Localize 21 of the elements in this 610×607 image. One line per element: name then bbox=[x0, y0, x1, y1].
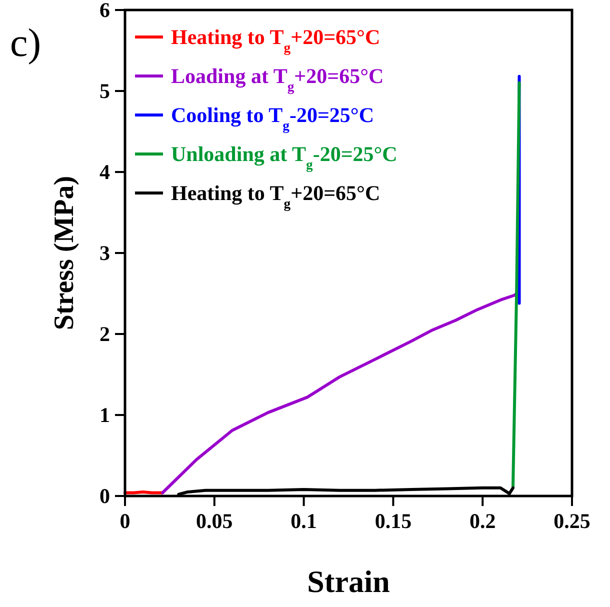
y-tick-label: 6 bbox=[100, 0, 110, 22]
x-tick-label: 0.25 bbox=[554, 509, 590, 533]
y-tick-label: 3 bbox=[100, 241, 110, 265]
y-tick-label: 0 bbox=[100, 484, 110, 508]
legend-label: Heating to T$_{g}$+20=65°C bbox=[171, 181, 380, 212]
x-tick-label: 0.1 bbox=[290, 509, 317, 533]
x-tick-label: 0.15 bbox=[374, 509, 412, 533]
legend-label: Heating to T$_{g}$+20=65°C bbox=[171, 25, 380, 56]
text: c) bbox=[10, 20, 42, 65]
y-tick-label: 5 bbox=[100, 79, 110, 103]
x-tick-label: 0.2 bbox=[469, 509, 496, 533]
x-tick-label: 0.05 bbox=[196, 509, 233, 533]
legend-label: Loading at T$_{g}$+20=65°C bbox=[171, 64, 384, 94]
y-axis-title: Stress (MPa) bbox=[49, 176, 80, 330]
x-tick-label: 0 bbox=[120, 509, 130, 533]
y-tick-label: 4 bbox=[100, 160, 110, 184]
legend-label: Unloading at T$_{g}$-20=25°C bbox=[171, 142, 398, 172]
legend-label: Cooling to T$_{g}$-20=25°C bbox=[171, 103, 374, 134]
y-tick-label: 1 bbox=[100, 403, 110, 427]
y-tick-label: 2 bbox=[100, 322, 110, 346]
x-axis-title: Strain bbox=[307, 564, 390, 599]
